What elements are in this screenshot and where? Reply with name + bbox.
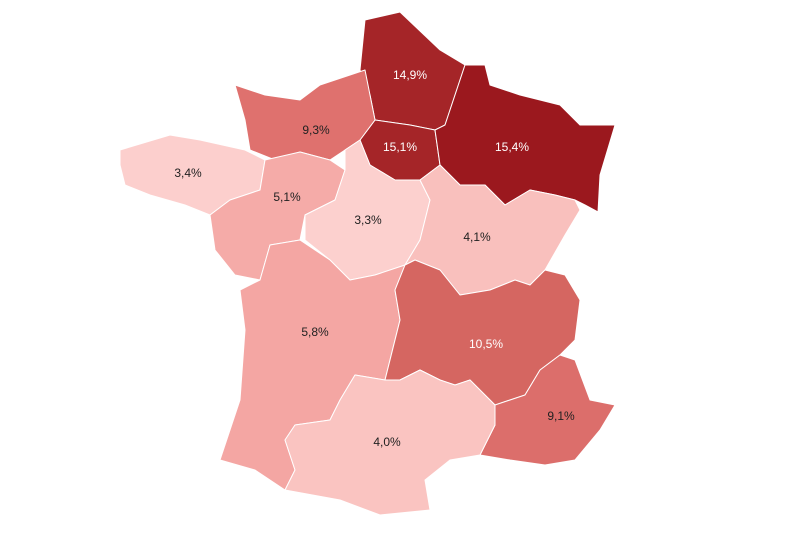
- region-label: 9,1%: [547, 409, 575, 423]
- region-label: 4,0%: [373, 435, 401, 449]
- region-label: 5,8%: [301, 325, 329, 339]
- region-label: 10,5%: [469, 337, 503, 351]
- region-label: 9,3%: [302, 123, 330, 137]
- region-label: 15,1%: [383, 140, 417, 154]
- region-label: 3,4%: [174, 166, 202, 180]
- region-label: 4,1%: [463, 230, 491, 244]
- region: [284, 369, 496, 516]
- region-label: 14,9%: [393, 68, 427, 82]
- region-label: 5,1%: [273, 190, 301, 204]
- region-label: 3,3%: [354, 213, 382, 227]
- region-label: 15,4%: [495, 140, 529, 154]
